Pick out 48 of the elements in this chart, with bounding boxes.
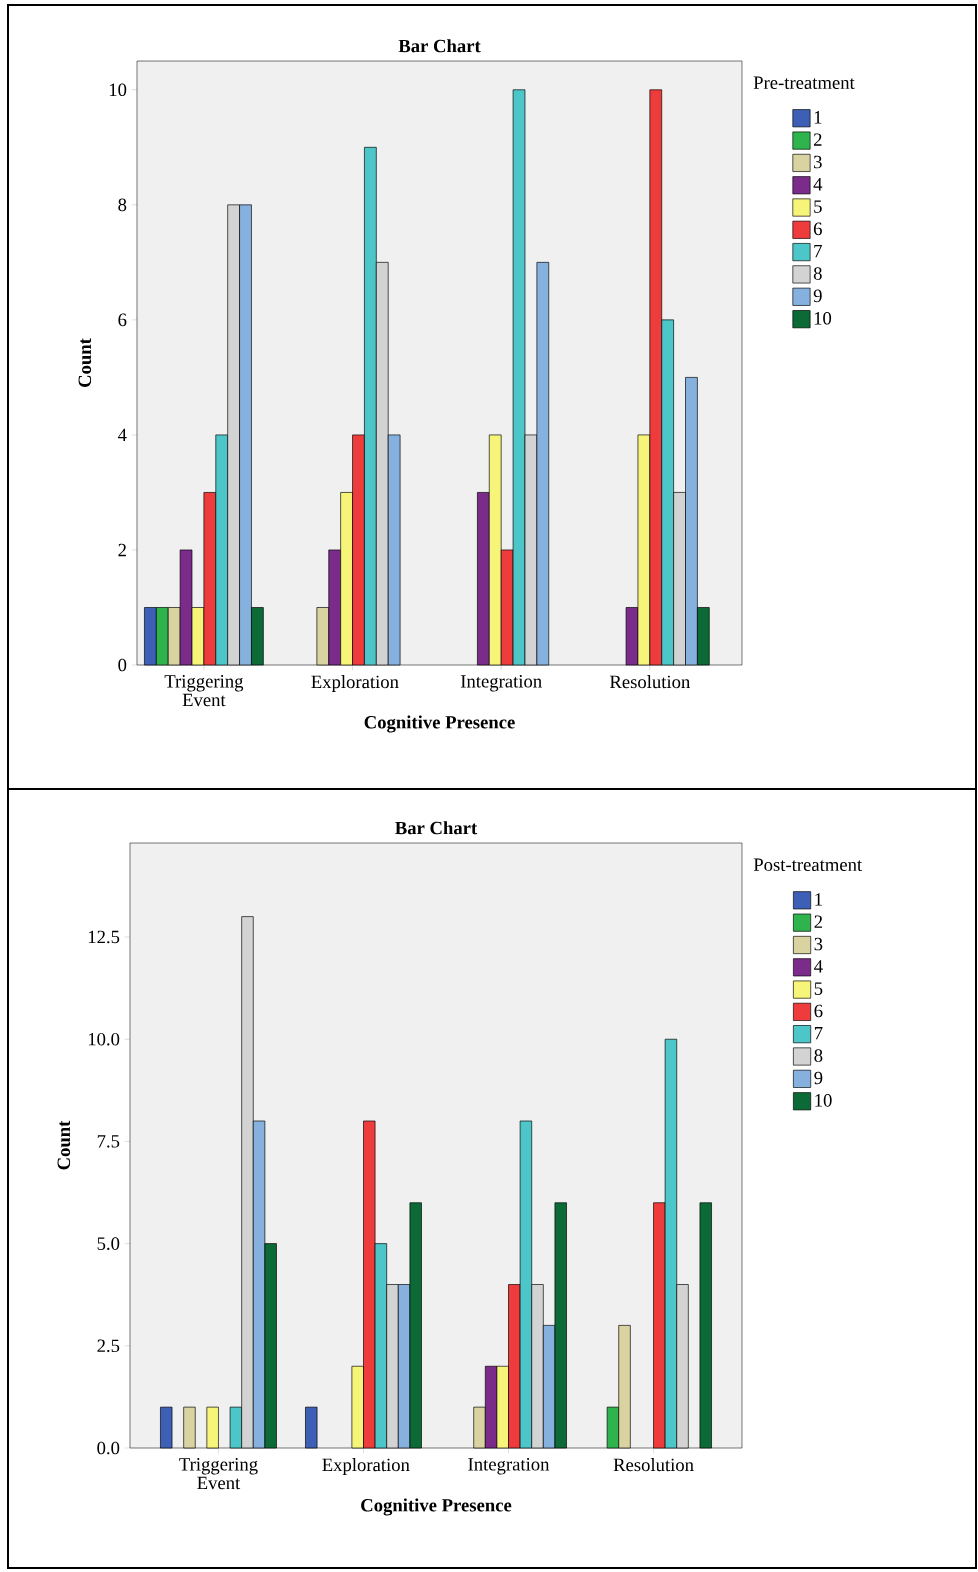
x-tick-label: Exploration bbox=[322, 1458, 410, 1475]
legend-label: 4 bbox=[813, 178, 823, 191]
legend-label: 2 bbox=[814, 915, 823, 928]
y-tick-label: 10 bbox=[109, 83, 127, 97]
legend-label: 4 bbox=[814, 960, 823, 973]
legend-label: 7 bbox=[814, 244, 822, 258]
legend-label: 9 bbox=[814, 1071, 823, 1085]
x-axis-title: Cognitive Presence bbox=[364, 715, 515, 733]
chart-title: Bar Chart bbox=[398, 39, 481, 53]
legend-title: Post-treatment bbox=[753, 858, 863, 871]
y-tick-label: 6 bbox=[118, 313, 127, 327]
x-tick-label: Exploration bbox=[311, 675, 399, 692]
x-tick-label: Integration bbox=[468, 1458, 550, 1475]
x-tick-label: Integration bbox=[460, 675, 542, 692]
legend-label: 2 bbox=[813, 133, 822, 146]
legend-label: 10 bbox=[815, 1094, 832, 1107]
y-tick-label: 2.5 bbox=[97, 1339, 120, 1353]
legend-label: 9 bbox=[813, 289, 822, 303]
legend-label: 3 bbox=[814, 155, 822, 169]
y-axis-title: Count bbox=[78, 338, 92, 387]
legend-label: 3 bbox=[814, 937, 823, 951]
y-tick-label: 0 bbox=[118, 658, 127, 672]
legend-label: 10 bbox=[814, 311, 832, 325]
legend-label: 8 bbox=[813, 267, 822, 280]
y-tick-label: 12.5 bbox=[88, 930, 120, 944]
x-tick-label: Triggering Event bbox=[179, 1458, 258, 1490]
y-tick-label: 4 bbox=[117, 428, 127, 442]
x-axis-title: Cognitive Presence bbox=[361, 1498, 512, 1516]
x-tick-label: Triggering Event bbox=[164, 675, 244, 707]
legend-label: 7 bbox=[814, 1027, 823, 1040]
legend-label: 1 bbox=[814, 111, 822, 124]
y-tick-label: 10.0 bbox=[88, 1032, 120, 1046]
x-tick-label: Resolution bbox=[613, 1458, 694, 1472]
legend-label: 5 bbox=[814, 982, 823, 995]
legend-label: 8 bbox=[814, 1049, 823, 1062]
legend-label: 1 bbox=[815, 893, 822, 906]
legend-title: Pre-treatment bbox=[753, 76, 855, 89]
y-tick-label: 7.5 bbox=[97, 1135, 120, 1148]
legend-label: 6 bbox=[813, 222, 822, 236]
y-tick-label: 2 bbox=[118, 543, 126, 557]
y-tick-label: 8 bbox=[118, 198, 127, 212]
y-axis-title: Count bbox=[57, 1120, 71, 1170]
chart-title: Bar Chart bbox=[395, 821, 478, 835]
legend-label: 5 bbox=[814, 200, 822, 213]
y-tick-label: 0.0 bbox=[97, 1441, 120, 1455]
x-tick-label: Resolution bbox=[609, 675, 691, 689]
legend-label: 6 bbox=[814, 1004, 823, 1018]
y-tick-label: 5.0 bbox=[97, 1237, 120, 1250]
